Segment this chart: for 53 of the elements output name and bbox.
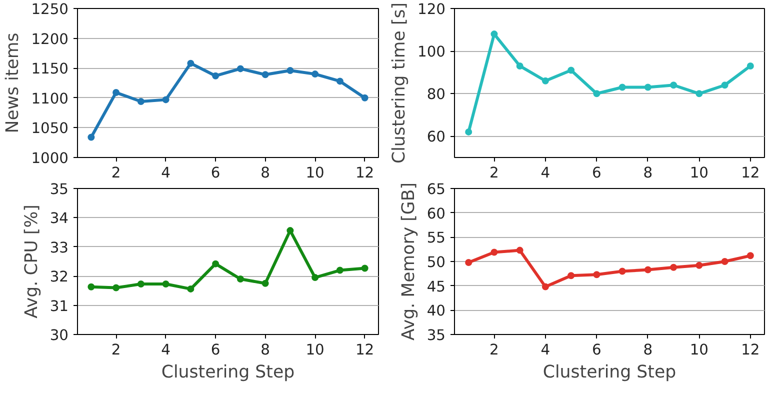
y-tick-label: 33: [50, 239, 69, 256]
y-tick-label: 120: [418, 1, 446, 18]
y-tick-label: 1100: [31, 90, 69, 108]
y-tick-label: 1050: [31, 120, 69, 138]
y-tick-label: 31: [50, 298, 69, 315]
x-tick-label: 2: [111, 342, 121, 358]
x-tick-label: 12: [355, 164, 374, 182]
y-axis-title: News items: [3, 32, 24, 134]
x-tick-label: 10: [690, 342, 708, 358]
x-axis-title: Clustering Step: [161, 362, 295, 382]
x-tick-label: 4: [161, 342, 170, 358]
y-tick-label: 80: [426, 86, 446, 104]
y-axis-title: Avg. Memory [GB]: [398, 182, 419, 340]
y-tick-label: 1200: [31, 30, 69, 48]
x-tick-label: 10: [306, 342, 324, 358]
y-tick-label: 1250: [31, 1, 69, 18]
y-tick-label: 1000: [31, 150, 69, 167]
x-tick-label: 8: [260, 342, 270, 358]
x-tick-label: 4: [161, 164, 170, 182]
y-tick-label: 1150: [31, 60, 69, 78]
y-axis-title: Avg. CPU [%]: [22, 204, 42, 318]
y-tick-label: 45: [426, 278, 446, 296]
y-tick-label: 35: [50, 181, 69, 198]
y-tick-label: 30: [50, 327, 69, 344]
x-tick-label: 4: [540, 164, 550, 182]
x-tick-label: 6: [592, 342, 602, 358]
x-tick-label: 2: [490, 164, 499, 182]
y-tick-label: 32: [50, 268, 69, 286]
y-axis-title: Clustering time [s]: [390, 2, 410, 164]
y-tick-label: 34: [50, 210, 69, 228]
x-tick-label: 8: [643, 164, 653, 182]
x-tick-label: 10: [306, 164, 324, 182]
x-tick-label: 8: [260, 164, 270, 182]
y-tick-label: 40: [426, 302, 446, 320]
y-tick-label: 55: [426, 230, 446, 247]
x-tick-label: 8: [643, 342, 653, 358]
x-tick-label: 6: [210, 342, 220, 358]
x-tick-label: 2: [111, 164, 121, 182]
x-tick-label: 6: [210, 164, 220, 182]
x-tick-label: 12: [741, 342, 760, 358]
x-tick-label: 4: [540, 342, 550, 358]
y-tick-label: 50: [426, 254, 446, 271]
x-tick-label: 6: [592, 164, 602, 182]
y-tick-label: 60: [426, 128, 446, 146]
y-tick-label: 35: [426, 327, 446, 344]
x-tick-label: 12: [355, 342, 374, 358]
y-tick-label: 60: [426, 205, 446, 222]
y-tick-label: 100: [418, 44, 446, 61]
x-tick-label: 2: [490, 342, 499, 358]
y-tick-label: 65: [426, 181, 446, 198]
x-axis-title: Clustering Step: [542, 362, 676, 382]
x-tick-label: 10: [690, 164, 708, 182]
x-tick-label: 12: [741, 164, 760, 182]
